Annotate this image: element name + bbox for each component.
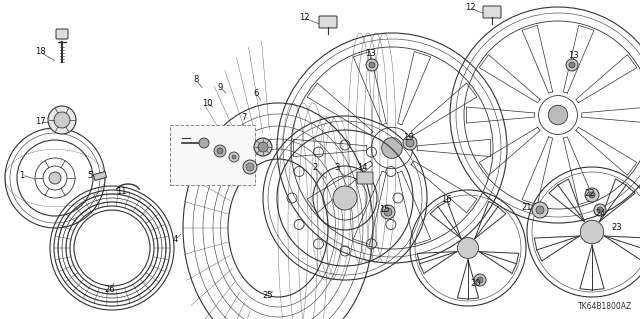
Circle shape <box>477 277 483 283</box>
Circle shape <box>258 142 268 152</box>
Text: 8: 8 <box>193 76 198 85</box>
Text: 13: 13 <box>365 48 375 57</box>
Text: 9: 9 <box>218 83 223 92</box>
Text: 17: 17 <box>35 117 45 127</box>
Text: 24: 24 <box>596 209 606 218</box>
Text: 10: 10 <box>202 99 212 108</box>
Circle shape <box>532 202 548 218</box>
Text: 14: 14 <box>356 164 367 173</box>
Circle shape <box>369 62 375 68</box>
Circle shape <box>381 205 395 219</box>
FancyBboxPatch shape <box>357 172 373 184</box>
Circle shape <box>254 138 272 156</box>
Text: 4: 4 <box>172 235 178 244</box>
Text: 22: 22 <box>585 189 595 197</box>
Text: 23: 23 <box>612 222 622 232</box>
Text: 18: 18 <box>35 48 45 56</box>
Text: 12: 12 <box>465 4 476 12</box>
Circle shape <box>569 62 575 68</box>
Text: 1: 1 <box>19 170 24 180</box>
Circle shape <box>232 155 236 159</box>
Text: 3: 3 <box>334 164 340 173</box>
Text: 25: 25 <box>263 291 273 300</box>
Text: 26: 26 <box>105 286 115 294</box>
FancyBboxPatch shape <box>319 16 337 28</box>
Circle shape <box>597 207 603 213</box>
Circle shape <box>48 106 76 134</box>
Text: 11: 11 <box>116 188 126 197</box>
Circle shape <box>589 192 595 198</box>
Text: TK64B1800AZ: TK64B1800AZ <box>578 302 632 311</box>
Text: 2: 2 <box>312 164 317 173</box>
Text: 15: 15 <box>379 205 389 214</box>
Text: 20: 20 <box>471 278 481 287</box>
Text: 21: 21 <box>522 204 532 212</box>
Circle shape <box>474 274 486 286</box>
Text: 19: 19 <box>403 132 413 142</box>
Circle shape <box>49 172 61 184</box>
Text: 7: 7 <box>241 114 246 122</box>
Circle shape <box>406 139 414 147</box>
Text: 13: 13 <box>568 50 579 60</box>
FancyBboxPatch shape <box>483 6 501 18</box>
Text: 12: 12 <box>299 13 309 23</box>
Circle shape <box>366 59 378 71</box>
Text: 6: 6 <box>253 88 259 98</box>
Circle shape <box>243 160 257 174</box>
Text: 16: 16 <box>441 196 451 204</box>
Bar <box>93 172 107 181</box>
Circle shape <box>580 220 604 244</box>
Circle shape <box>54 112 70 128</box>
Circle shape <box>333 186 357 210</box>
Circle shape <box>566 59 578 71</box>
Circle shape <box>403 136 417 150</box>
Circle shape <box>229 152 239 162</box>
Bar <box>170 125 255 185</box>
Circle shape <box>199 138 209 148</box>
Circle shape <box>381 138 403 158</box>
Circle shape <box>594 204 606 216</box>
Circle shape <box>246 163 254 171</box>
Circle shape <box>384 208 392 216</box>
Circle shape <box>585 188 599 202</box>
Text: 5: 5 <box>88 170 93 180</box>
Circle shape <box>536 206 544 214</box>
Circle shape <box>458 238 479 258</box>
Circle shape <box>548 105 568 125</box>
FancyBboxPatch shape <box>56 29 68 39</box>
Circle shape <box>214 145 226 157</box>
Circle shape <box>217 148 223 154</box>
